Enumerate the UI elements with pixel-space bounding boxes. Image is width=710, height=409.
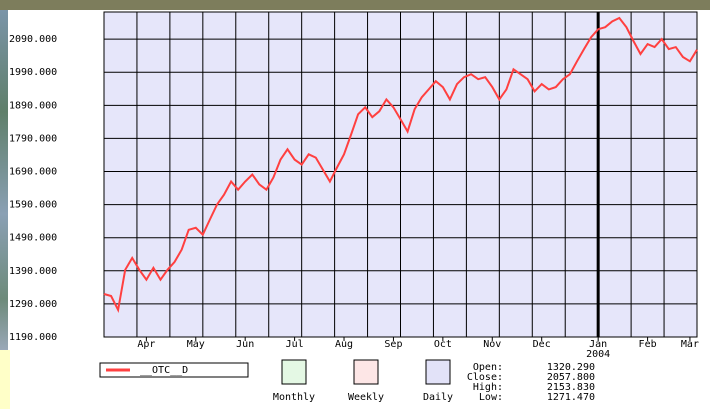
x-tick-label: Feb <box>631 340 665 350</box>
period-label: Weekly <box>348 392 384 403</box>
x-tick-label: Oct <box>426 340 460 350</box>
summary-value: 1271.470 <box>547 392 595 403</box>
y-tick-label: 2090.000 <box>9 34 57 45</box>
x-tick-label: May <box>179 340 213 350</box>
period-button[interactable] <box>426 360 450 384</box>
period-label: Monthly <box>273 392 315 403</box>
x-tick-label: Jan 2004 <box>581 340 615 360</box>
period-button[interactable] <box>282 360 306 384</box>
x-tick-label: Sep <box>376 340 410 350</box>
y-tick-label: 1490.000 <box>9 233 57 244</box>
page: {"chart_data": {"type": "line", "categor… <box>0 0 710 409</box>
x-tick-label: Jun <box>228 340 262 350</box>
y-tick-label: 1890.000 <box>9 100 57 111</box>
y-tick-label: 1290.000 <box>9 299 57 310</box>
summary-label: Low: <box>479 392 503 403</box>
x-tick-label: Jul <box>278 340 312 350</box>
x-tick-label: Nov <box>475 340 509 350</box>
y-tick-label: 1190.000 <box>9 332 57 343</box>
period-button[interactable] <box>354 360 378 384</box>
y-tick-label: 1390.000 <box>9 266 57 277</box>
legend-label: __OTC__D <box>140 365 188 376</box>
x-tick-label: Aug <box>327 340 361 350</box>
period-label: Daily <box>423 392 453 403</box>
y-tick-label: 1590.000 <box>9 200 57 211</box>
x-tick-label: Dec <box>525 340 559 350</box>
y-tick-label: 1990.000 <box>9 67 57 78</box>
y-tick-label: 1690.000 <box>9 167 57 178</box>
y-tick-label: 1790.000 <box>9 133 57 144</box>
x-tick-label: Mar <box>673 340 707 350</box>
x-tick-label: Apr <box>129 340 163 350</box>
